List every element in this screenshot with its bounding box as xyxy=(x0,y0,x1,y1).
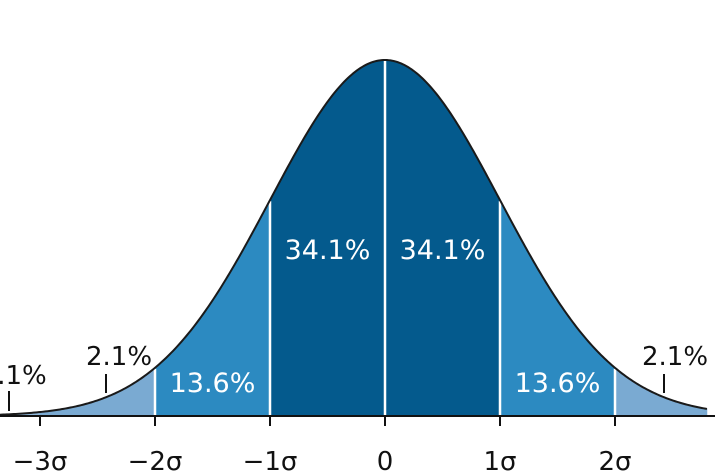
outer-label-0: 2.1% xyxy=(86,342,152,372)
region-6 xyxy=(614,367,708,417)
sigma-dividers xyxy=(153,61,617,416)
outer-label-2: .1% xyxy=(0,361,47,391)
tick-label-4: 1σ xyxy=(483,447,516,476)
tick-label-3: 0 xyxy=(377,447,394,476)
outer-labels: 2.1% 2.1% .1% xyxy=(0,342,708,411)
tick-label-2: −1σ xyxy=(243,447,298,476)
x-axis-ticks: −3σ −2σ −1σ 0 1σ 2σ xyxy=(13,416,632,476)
region-labels: 13.6% 34.1% 34.1% 13.6% xyxy=(170,235,601,399)
region-label-2: 13.6% xyxy=(170,368,256,399)
tick-label-5: 2σ xyxy=(598,447,631,476)
tick-label-0: −3σ xyxy=(13,447,68,476)
region-label-3: 34.1% xyxy=(285,235,371,266)
region-label-4: 34.1% xyxy=(400,235,486,266)
region-1 xyxy=(39,367,156,417)
region-label-5: 13.6% xyxy=(515,368,601,399)
bell-curve xyxy=(0,58,708,416)
tick-label-1: −2σ xyxy=(128,447,183,476)
outer-label-1: 2.1% xyxy=(642,342,708,372)
